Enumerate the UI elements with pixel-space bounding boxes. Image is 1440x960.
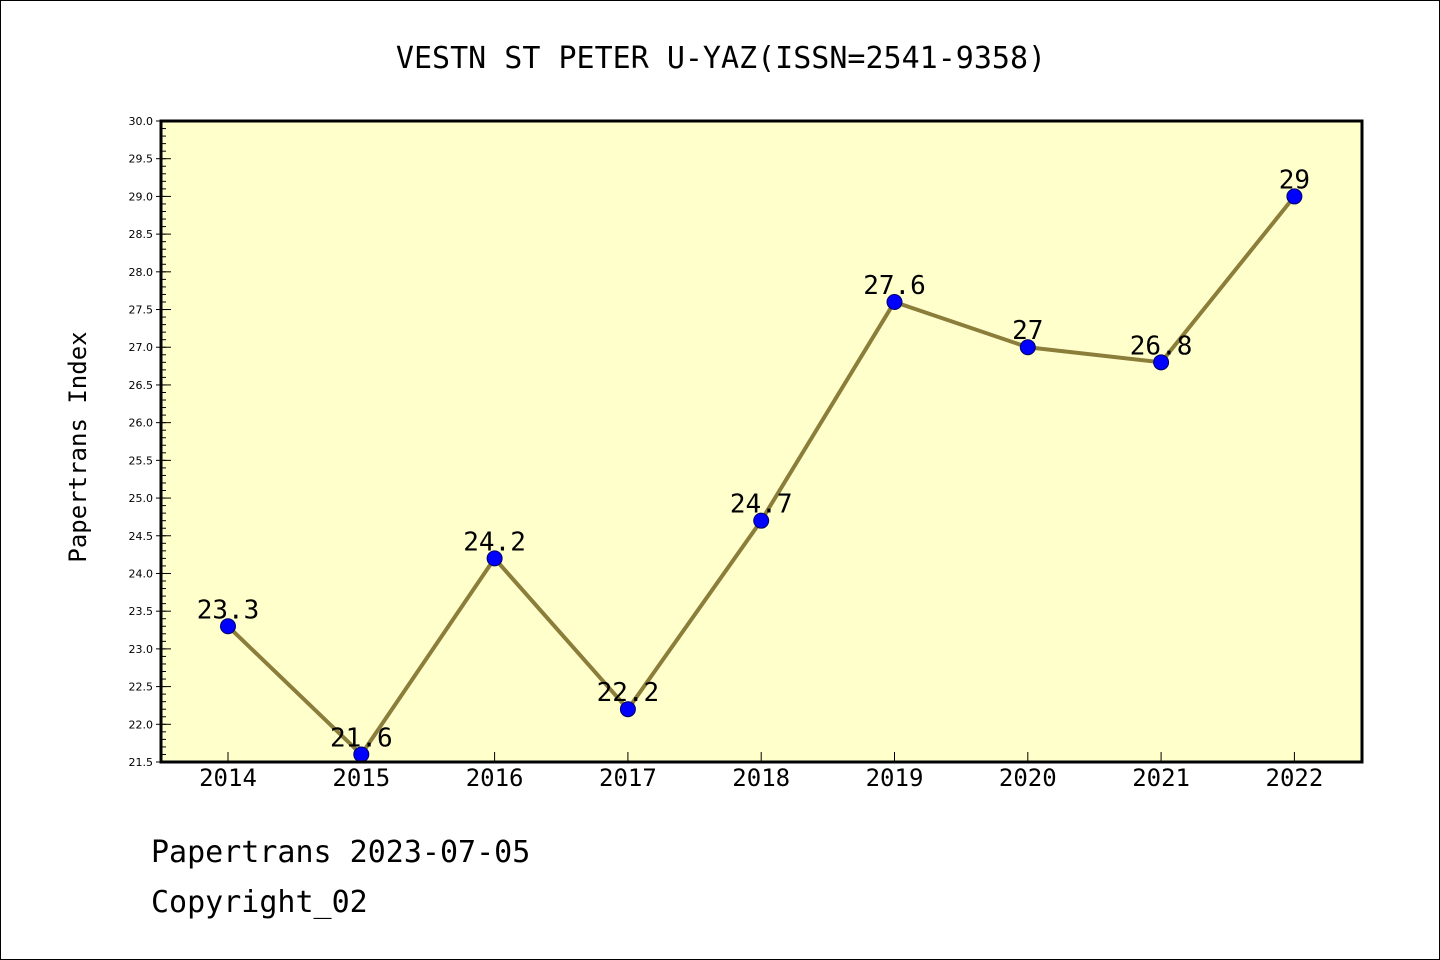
data-point-marker	[220, 618, 236, 635]
y-tick-label: 25.0	[129, 492, 154, 505]
y-tick-label: 27.5	[129, 304, 154, 317]
y-tick-label: 28.0	[129, 266, 154, 279]
data-points	[220, 188, 1303, 763]
data-label: 24.7	[730, 490, 793, 520]
chart-title: VESTN ST PETER U-YAZ(ISSN=2541-9358)	[396, 41, 1046, 76]
data-point-marker	[1286, 188, 1303, 205]
data-label: 27	[1012, 316, 1043, 346]
y-tick-label: 23.0	[129, 643, 154, 656]
y-axis-ticks: 21.5 22.0 22.5 23.0 23.5 24.0 24.5 25.0 25.5 26.0…	[129, 115, 171, 769]
y-tick-label: 21.5	[129, 756, 154, 769]
data-point-marker	[486, 550, 503, 567]
data-point-marker	[619, 701, 636, 718]
y-tick-label: 22.0	[129, 718, 154, 731]
y-tick-label: 28.5	[129, 228, 154, 241]
footer-date: Papertrans 2023-07-05	[151, 835, 531, 870]
data-label: 22.2	[597, 678, 660, 708]
x-tick-label: 2020	[999, 764, 1057, 792]
x-tick-label: 2014	[199, 764, 257, 792]
y-tick-label: 22.5	[129, 681, 154, 694]
y-tick-label: 29.0	[129, 190, 154, 203]
data-label: 23.3	[197, 595, 260, 625]
y-tick-label: 24.0	[129, 567, 154, 580]
data-label: 26.8	[1130, 331, 1193, 361]
x-tick-label: 2017	[599, 764, 657, 792]
plot-area	[161, 121, 1362, 762]
x-tick-label: 2015	[332, 764, 390, 792]
y-tick-label: 26.0	[129, 417, 154, 430]
y-tick-label: 25.5	[129, 454, 154, 467]
data-label: 21.6	[330, 723, 393, 753]
data-label: 29	[1279, 165, 1310, 195]
x-tick-label: 2016	[466, 764, 524, 792]
data-point-marker	[1153, 354, 1170, 371]
x-tick-label: 2018	[732, 764, 790, 792]
y-tick-label: 24.5	[129, 530, 154, 543]
y-tick-label: 30.0	[129, 115, 154, 128]
data-point-marker	[1019, 339, 1036, 356]
y-axis-label: Papertrans Index	[64, 331, 92, 562]
data-label: 24.2	[463, 527, 526, 557]
data-labels: 23.3 21.6 24.2 22.2 24.7 27.6 27 26.8 29	[197, 165, 1310, 753]
x-tick-label: 2021	[1132, 764, 1190, 792]
y-tick-label: 27.0	[129, 341, 154, 354]
x-tick-label: 2022	[1266, 764, 1324, 792]
data-label: 27.6	[863, 271, 926, 301]
y-tick-label: 26.5	[129, 379, 154, 392]
x-axis-ticks: 2014 2015 2016 2017 2018 2019 2020 2021 2022	[199, 752, 1323, 792]
data-point-marker	[753, 512, 770, 529]
x-tick-label: 2019	[866, 764, 924, 792]
plot-frame	[159, 119, 1364, 764]
y-tick-label: 29.5	[129, 153, 154, 166]
y-tick-label: 23.5	[129, 605, 154, 618]
footer-copyright: Copyright_02	[151, 885, 368, 920]
data-point-marker	[886, 293, 903, 310]
